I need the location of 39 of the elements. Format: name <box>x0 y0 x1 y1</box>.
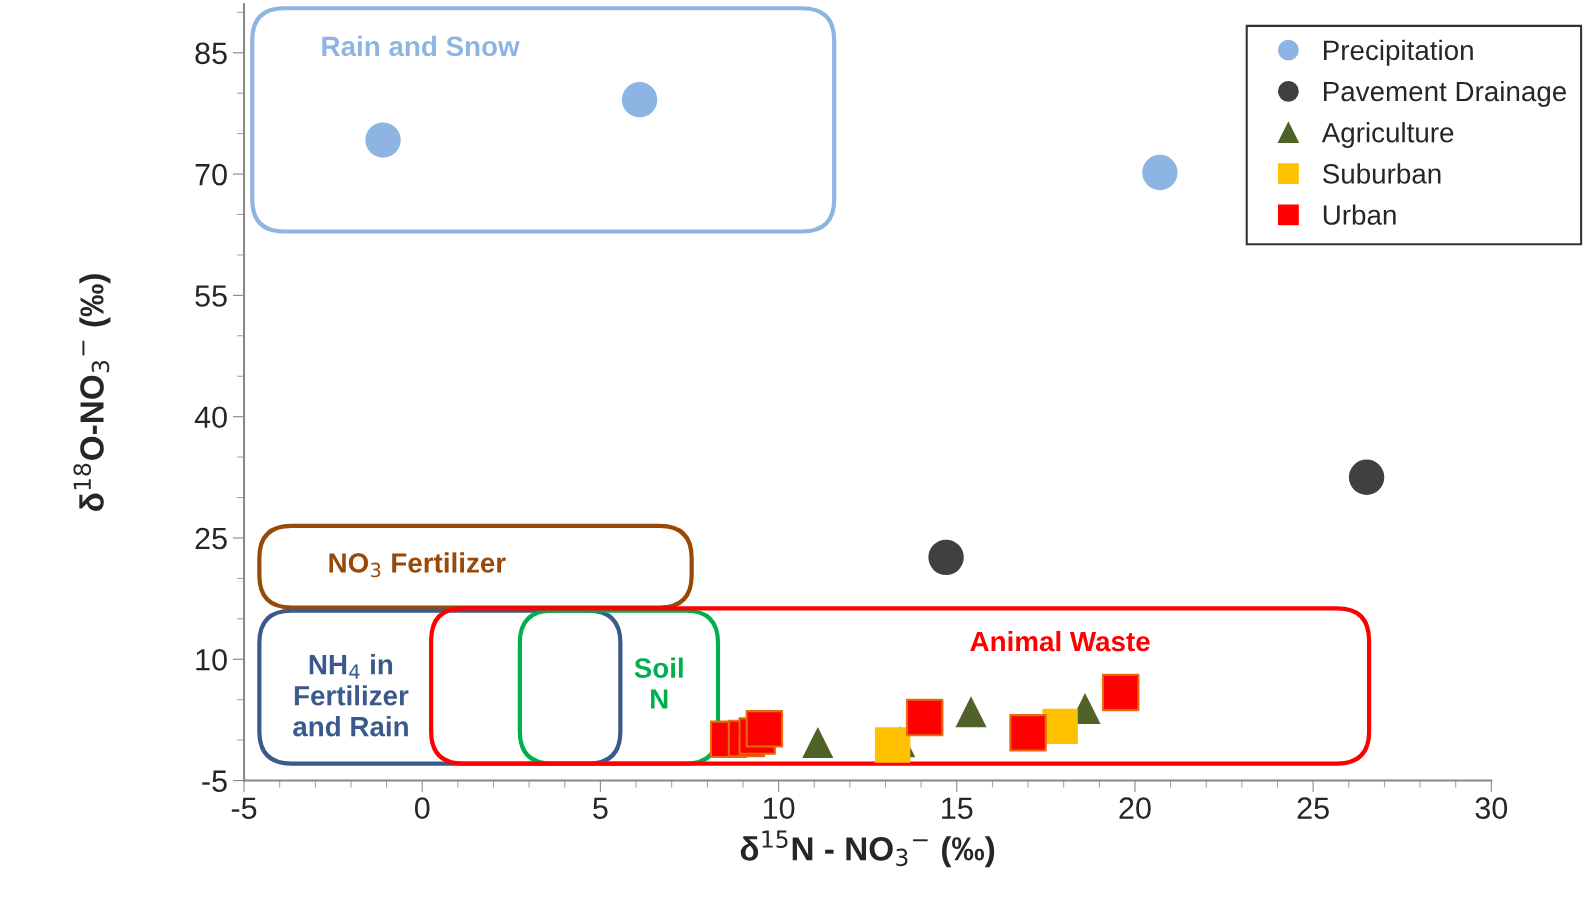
legend-label: Urban <box>1323 204 1396 225</box>
x-tick-label: -5 <box>231 797 257 819</box>
x-tick-label: 20 <box>1119 797 1151 819</box>
annotation: Soil N <box>634 657 683 709</box>
point <box>874 727 911 763</box>
legend-label: Pavement Drainage <box>1324 80 1566 107</box>
x-tick-label: 10 <box>763 797 795 819</box>
annotation: Rain and Snow <box>322 35 520 57</box>
point <box>621 81 658 118</box>
point <box>955 696 987 728</box>
y-tick-label: 70 <box>195 163 227 186</box>
y-tick-label: 85 <box>195 42 227 65</box>
annotation: Animal Waste <box>970 630 1150 652</box>
x-tick-label: 25 <box>1297 797 1329 819</box>
annotation: NO$_{3}$ Fertilizer <box>329 552 506 578</box>
annotation: NH$_{4}$ in Fertilizer and Rain <box>293 654 409 737</box>
legend-label: Precipitation <box>1324 39 1473 66</box>
legend-label: Suburban <box>1322 163 1441 184</box>
y-tick-label: 25 <box>195 527 227 550</box>
point <box>802 727 834 759</box>
x-tick-label: 15 <box>942 797 973 819</box>
y-tick-label: 40 <box>194 406 227 429</box>
legend-label: Agriculture <box>1321 122 1454 148</box>
point <box>1142 154 1178 191</box>
y-tick-label: 55 <box>195 285 227 307</box>
point <box>1009 714 1047 752</box>
x-tick-label: 30 <box>1475 797 1508 819</box>
point <box>745 710 784 748</box>
point <box>1101 673 1140 712</box>
point <box>928 539 964 576</box>
point <box>1348 459 1385 496</box>
y-axis-title: δ$^{18}$O-NO$_{3}$$^{−}$ (‰) <box>73 274 111 511</box>
y-tick-label: 10 <box>196 649 227 671</box>
point <box>365 122 401 158</box>
x-tick-label: 5 <box>593 797 608 819</box>
y-tick-label: -5 <box>202 770 227 792</box>
x-axis-title: δ$^{15}$N - NO$_{3}$$^{−}$ (‰) <box>740 830 995 868</box>
point <box>905 698 944 737</box>
x-tick-label: 0 <box>414 797 430 819</box>
